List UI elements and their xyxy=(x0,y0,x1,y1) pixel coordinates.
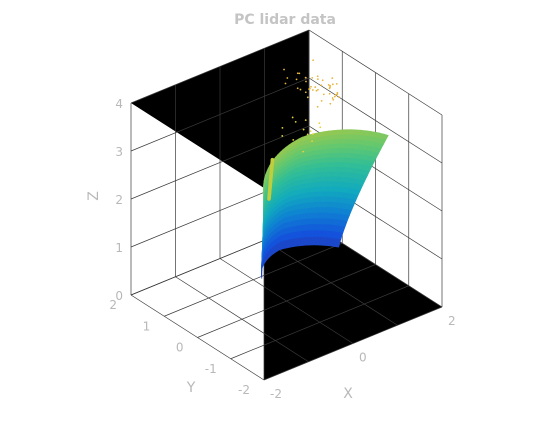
outlier-point xyxy=(302,128,305,131)
outlier-point xyxy=(292,139,295,141)
outlier-point xyxy=(328,87,331,90)
outlier-point xyxy=(321,79,324,82)
y-tick-label: 0 xyxy=(176,341,184,355)
x-tick-label: -2 xyxy=(270,387,282,401)
outlier-point xyxy=(317,88,319,91)
grid-line xyxy=(130,125,310,200)
outlier-point xyxy=(316,105,319,108)
outlier-point xyxy=(316,75,319,78)
z-tick-label: 0 xyxy=(115,289,123,303)
grid-line xyxy=(164,242,343,317)
outlier-point xyxy=(320,99,323,102)
outlier-point xyxy=(306,96,309,99)
outlier-point xyxy=(286,77,289,79)
outlier-point xyxy=(328,92,331,95)
outlier-point xyxy=(335,93,337,96)
x-axis-label: X xyxy=(343,386,353,402)
y-axis-label: Y xyxy=(186,380,196,396)
chart-title: PC lidar data xyxy=(234,12,336,28)
outlier-point xyxy=(310,85,312,88)
point-cloud xyxy=(260,59,389,279)
z-axis-ticks: 0 1 2 3 4 xyxy=(115,97,123,303)
outlier-point xyxy=(284,82,287,85)
outlier-point xyxy=(316,78,319,81)
outlier-point xyxy=(333,95,336,98)
x-axis-ticks: -2 0 2 xyxy=(270,314,456,401)
outlier-point xyxy=(336,93,339,95)
y-tick-label: -2 xyxy=(238,383,250,397)
outlier-point xyxy=(304,91,307,94)
outlier-point xyxy=(281,135,284,137)
outlier-point xyxy=(311,76,314,79)
grid-line xyxy=(130,29,310,104)
outlier-point xyxy=(329,84,332,87)
z-tick-label: 1 xyxy=(115,241,123,255)
z-tick-label: 3 xyxy=(115,145,123,159)
y-tick-label: -1 xyxy=(205,362,217,376)
outlier-point xyxy=(311,89,314,91)
z-tick-label: 4 xyxy=(115,97,123,111)
outlier-point xyxy=(318,122,321,125)
x-tick-label: 0 xyxy=(359,351,367,365)
outlier-point xyxy=(304,76,307,79)
outlier-point xyxy=(302,150,305,153)
y-axis-ticks: -2 -1 0 1 2 xyxy=(109,298,250,397)
grid-line xyxy=(230,285,409,360)
outlier-point xyxy=(296,72,299,75)
outlier-point xyxy=(295,78,298,81)
grid-line xyxy=(197,264,376,338)
outlier-point xyxy=(309,130,312,133)
outlier-point xyxy=(294,120,297,123)
grid-line xyxy=(130,77,310,152)
outlier-point xyxy=(283,68,285,71)
outlier-point xyxy=(299,88,302,91)
outlier-point xyxy=(335,82,338,85)
outlier-point xyxy=(331,77,334,80)
outlier-point xyxy=(331,97,334,99)
outlier-point xyxy=(281,126,284,129)
outlier-point xyxy=(327,84,330,86)
outlier-point xyxy=(322,93,325,96)
outlier-point xyxy=(306,133,309,136)
outlier-point xyxy=(305,80,307,83)
outlier-point xyxy=(312,59,315,62)
outlier-point xyxy=(296,87,299,90)
z-tick-label: 2 xyxy=(115,193,123,207)
outlier-point xyxy=(308,88,311,90)
outlier-point xyxy=(329,102,332,105)
x-tick-label: 2 xyxy=(448,314,456,328)
grid-line xyxy=(308,29,443,116)
outlier-point xyxy=(298,72,301,75)
grid-line xyxy=(308,77,443,164)
outlier-point xyxy=(320,84,323,87)
grid-line xyxy=(263,306,443,381)
outlier-point xyxy=(291,116,294,119)
outlier-point xyxy=(319,126,322,129)
outlier-point xyxy=(315,89,318,92)
outlier-point xyxy=(311,140,313,143)
outlier-point xyxy=(336,91,339,94)
outlier-point xyxy=(311,133,314,136)
outlier-point xyxy=(304,119,307,121)
z-axis-label: Z xyxy=(86,191,102,201)
axes-3d xyxy=(130,29,443,381)
outlier-point xyxy=(338,96,340,99)
outlier-point xyxy=(332,98,335,101)
y-tick-label: 1 xyxy=(143,319,151,333)
point-cloud-ridge-point xyxy=(270,157,275,162)
outlier-point xyxy=(314,86,317,88)
y-tick-label: 2 xyxy=(109,298,117,312)
outlier-point xyxy=(331,83,334,86)
point-cloud-patch xyxy=(381,133,389,141)
